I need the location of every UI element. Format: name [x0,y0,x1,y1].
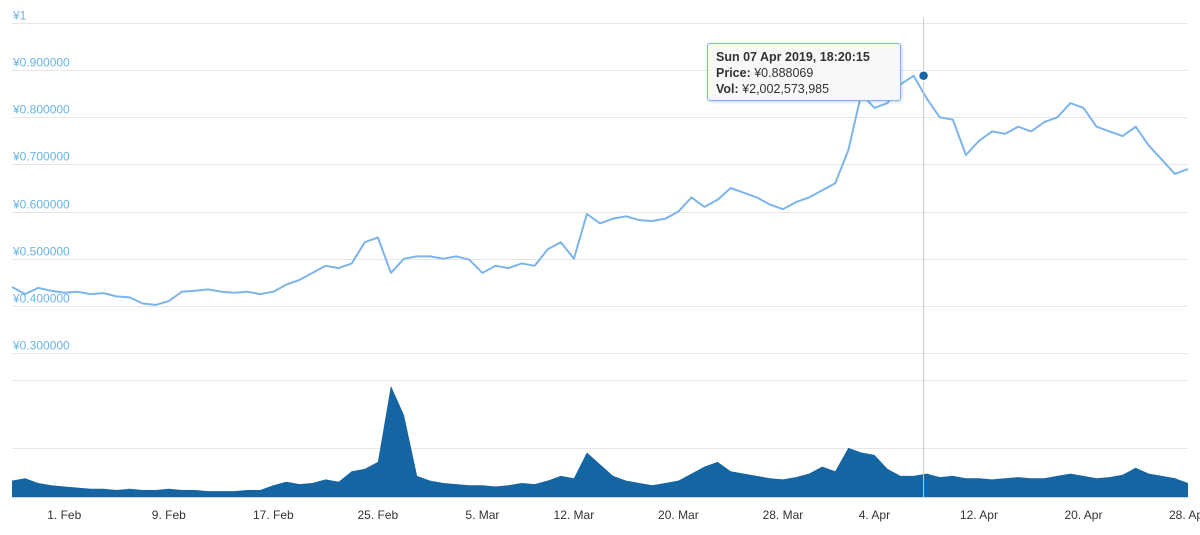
tooltip-price-value: ¥0.888069 [754,66,814,80]
y-tick-label: ¥1 [12,9,27,23]
tooltip-price-row: Price: ¥0.888069 [716,65,892,81]
y-tick-label: ¥0.900000 [12,56,70,70]
x-axis-labels: 1. Feb 9. Feb 17. Feb 25. Feb 5. Mar 12. Mar 2… [47,508,1200,522]
volume-area [12,385,1188,497]
tooltip-vol-label: Vol: [716,82,739,96]
x-tick-label: 4. Apr [859,508,890,522]
x-tick-label: 28. Mar [763,508,804,522]
price-grid [12,23,1188,354]
x-tick-label: 12. Apr [960,508,998,522]
price-y-axis-labels: ¥1 ¥0.900000 ¥0.800000 ¥0.700000 ¥0.600000 ¥0… [12,9,70,353]
volume-series [12,385,1188,497]
x-tick-label: 5. Mar [465,508,499,522]
volume-grid [12,380,1188,449]
y-tick-label: ¥0.400000 [12,292,70,306]
price-series [11,74,1189,306]
y-tick-label: ¥0.600000 [12,198,70,212]
x-tick-label: 20. Apr [1064,508,1102,522]
x-tick-label: 1. Feb [47,508,81,522]
tooltip-vol-value: ¥2,002,573,985 [742,82,830,96]
tooltip-price-label: Price: [716,66,751,80]
price-line [11,74,1189,306]
y-tick-label: ¥0.300000 [12,339,70,353]
x-tick-label: 9. Feb [152,508,186,522]
hover-point-marker[interactable] [917,70,930,82]
tooltip-vol-row: Vol: ¥2,002,573,985 [716,81,892,97]
y-tick-label: ¥0.800000 [12,103,70,117]
x-tick-label: 12. Mar [554,508,595,522]
tooltip-date: Sun 07 Apr 2019, 18:20:15 [716,50,870,64]
y-tick-label: ¥0.700000 [12,150,70,164]
x-tick-label: 25. Feb [358,508,399,522]
price-tooltip: Sun 07 Apr 2019, 18:20:15 Price: ¥0.8880… [707,43,901,101]
x-tick-label: 20. Mar [658,508,699,522]
x-tick-label: 28. Apr [1169,508,1200,522]
x-tick-label: 17. Feb [253,508,294,522]
y-tick-label: ¥0.500000 [12,245,70,259]
